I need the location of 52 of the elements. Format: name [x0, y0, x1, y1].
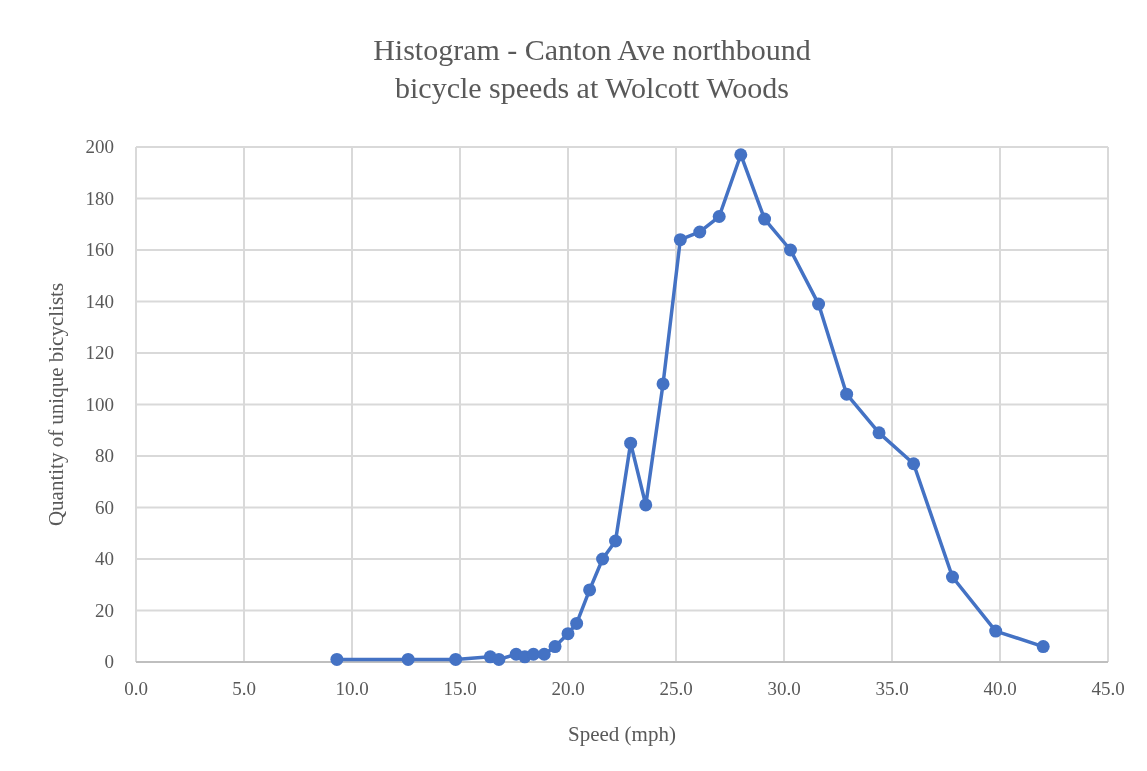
x-tick-label: 10.0 — [335, 678, 369, 699]
point — [401, 652, 415, 666]
point — [449, 652, 463, 666]
point — [734, 148, 748, 162]
point — [492, 652, 506, 666]
x-tick-label: 35.0 — [875, 678, 909, 699]
point — [872, 426, 886, 440]
y-tick-label: 0 — [104, 651, 114, 672]
x-tick-label: 40.0 — [983, 678, 1017, 699]
point — [945, 570, 959, 584]
y-tick-label: 200 — [85, 136, 114, 157]
y-tick-label: 40 — [95, 548, 114, 569]
x-tick-label: 20.0 — [551, 678, 585, 699]
y-axis-title: Quantity of unique bicyclists — [44, 282, 68, 527]
point — [812, 297, 826, 311]
x-tick-label: 5.0 — [232, 678, 256, 699]
point — [537, 647, 551, 661]
point — [570, 616, 584, 630]
point — [693, 225, 707, 239]
point — [758, 212, 772, 226]
point — [624, 436, 638, 450]
y-tick-label: 20 — [95, 599, 114, 621]
point — [596, 552, 610, 566]
point — [989, 624, 1003, 638]
x-tick-label: 15.0 — [443, 678, 477, 699]
y-tick-label: 160 — [85, 239, 114, 260]
point — [656, 377, 670, 391]
point — [840, 387, 854, 401]
chart-title: Histogram - Canton Ave northbound bicycle speeds at Wolcott Woods — [373, 33, 811, 104]
x-tick-label: 0.0 — [124, 678, 148, 699]
x-tick-label: 30.0 — [767, 678, 801, 699]
point — [583, 583, 597, 597]
point — [561, 627, 575, 641]
x-tick-label: 45.0 — [1091, 678, 1125, 699]
point — [609, 534, 623, 548]
point — [330, 652, 344, 666]
point — [907, 457, 921, 471]
y-tick-label: 140 — [85, 290, 114, 312]
point — [548, 640, 562, 654]
y-tick-label: 80 — [95, 445, 114, 466]
x-axis-title: Speed (mph) — [568, 722, 676, 746]
y-tick-label: 120 — [85, 342, 114, 363]
y-tick-label: 60 — [95, 496, 114, 518]
y-tick-label: 100 — [85, 393, 114, 415]
y-tick-label: 180 — [85, 187, 114, 209]
point — [526, 647, 540, 661]
point — [1036, 640, 1050, 654]
point — [639, 498, 653, 512]
point — [712, 210, 726, 224]
point — [673, 233, 687, 247]
point — [783, 243, 797, 257]
x-tick-label: 25.0 — [659, 678, 693, 699]
